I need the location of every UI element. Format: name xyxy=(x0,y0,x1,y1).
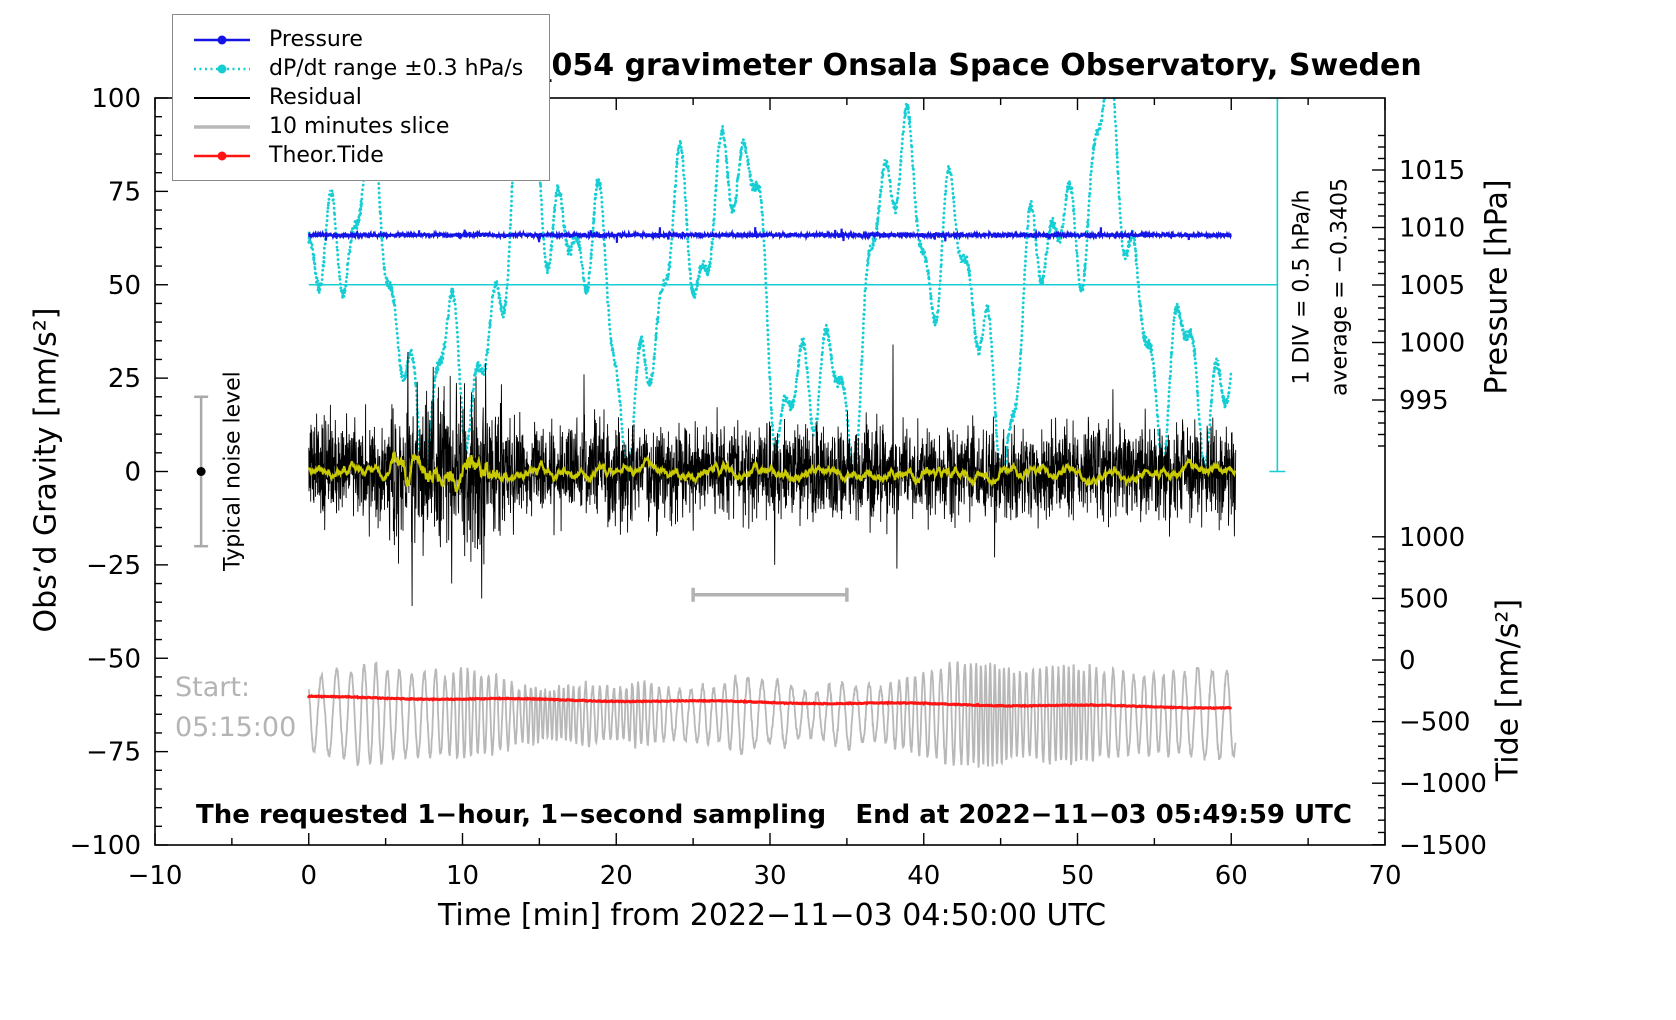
start-time: 05:15:00 xyxy=(175,712,297,743)
start-label: Start: xyxy=(175,672,251,703)
svg-text:10: 10 xyxy=(446,861,479,891)
svg-text:100: 100 xyxy=(91,84,141,114)
svg-text:1005: 1005 xyxy=(1399,271,1465,301)
svg-text:995: 995 xyxy=(1399,386,1449,416)
svg-text:60: 60 xyxy=(1215,861,1248,891)
svg-text:20: 20 xyxy=(600,861,633,891)
legend-item-residual: Residual xyxy=(191,83,523,112)
svg-text:30: 30 xyxy=(753,861,786,891)
svg-text:1000: 1000 xyxy=(1399,523,1465,553)
legend-marker-pressure xyxy=(194,35,250,44)
svg-text:0: 0 xyxy=(124,458,141,488)
legend: Pressure dP/dt range ±0.3 hPa/s Residual… xyxy=(172,14,551,181)
x-axis-label: Time [min] from 2022−11−03 04:50:00 UTC xyxy=(437,898,1107,933)
svg-text:−1000: −1000 xyxy=(1399,769,1487,799)
legend-label: 10 minutes slice xyxy=(269,114,450,139)
y-axis-label-tide: Tide [nm/s²] xyxy=(1490,598,1526,782)
svg-text:1010: 1010 xyxy=(1399,214,1465,244)
svg-text:−25: −25 xyxy=(86,551,141,581)
legend-label: Residual xyxy=(269,85,362,110)
legend-item-tide: Theor.Tide xyxy=(191,141,523,170)
legend-label: Pressure xyxy=(269,27,363,52)
annotation-noise-level: Typical noise level xyxy=(220,371,246,571)
svg-text:−75: −75 xyxy=(86,738,141,768)
legend-marker-slice xyxy=(194,124,250,129)
footnote-end-time: End at 2022−11−03 05:49:59 UTC xyxy=(855,800,1352,830)
svg-text:−10: −10 xyxy=(128,861,183,891)
legend-label: dP/dt range ±0.3 hPa/s xyxy=(269,56,524,81)
y-axis-label-pressure: Pressure [hPa] xyxy=(1479,179,1515,395)
svg-text:50: 50 xyxy=(1061,861,1094,891)
svg-text:75: 75 xyxy=(108,177,141,207)
svg-text:25: 25 xyxy=(108,364,141,394)
svg-text:70: 70 xyxy=(1368,861,1401,891)
svg-text:−50: −50 xyxy=(86,644,141,674)
svg-text:−1500: −1500 xyxy=(1399,831,1487,861)
annotation-div-scale: 1 DIV = 0.5 hPa/h xyxy=(1289,189,1315,385)
legend-item-pressure: Pressure xyxy=(191,25,523,54)
legend-label: Theor.Tide xyxy=(269,143,384,168)
annotation-average: average = −0.3405 xyxy=(1327,178,1353,396)
legend-marker-dpdt xyxy=(194,64,250,73)
legend-marker-residual xyxy=(194,96,250,99)
svg-text:−500: −500 xyxy=(1399,708,1470,738)
svg-text:0: 0 xyxy=(1399,646,1416,676)
svg-text:0: 0 xyxy=(300,861,317,891)
svg-text:50: 50 xyxy=(108,271,141,301)
legend-item-dpdt: dP/dt range ±0.3 hPa/s xyxy=(191,54,523,83)
footnote-sampling: The requested 1−hour, 1−second sampling xyxy=(196,800,827,830)
svg-text:1015: 1015 xyxy=(1399,156,1465,186)
chart-title: SCG_054 gravimeter Onsala Space Observat… xyxy=(468,48,1422,83)
svg-text:−100: −100 xyxy=(70,831,141,861)
legend-marker-tide xyxy=(194,151,250,160)
svg-text:40: 40 xyxy=(907,861,940,891)
svg-text:500: 500 xyxy=(1399,584,1449,614)
svg-text:1000: 1000 xyxy=(1399,329,1465,359)
y-axis-label-gravity: Obs’d Gravity [nm/s²] xyxy=(28,307,64,633)
legend-item-slice: 10 minutes slice xyxy=(191,112,523,141)
